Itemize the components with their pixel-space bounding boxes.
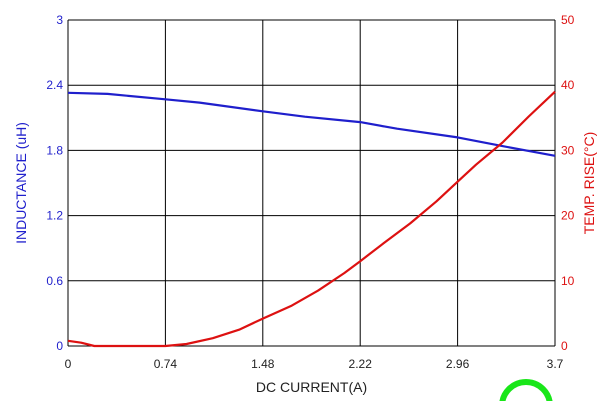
y-left-tick-label: 3 bbox=[56, 13, 63, 27]
y-right-axis-title: TEMP. RISE(°C) bbox=[581, 132, 597, 235]
y-right-tick-label: 50 bbox=[561, 13, 575, 27]
x-tick-label: 3.7 bbox=[547, 357, 564, 371]
y-left-tick-label: 1.2 bbox=[46, 209, 63, 223]
x-tick-label: 1.48 bbox=[251, 357, 275, 371]
x-tick-label: 2.22 bbox=[349, 357, 373, 371]
y-right-tick-label: 10 bbox=[561, 274, 575, 288]
y-right-tick-label: 20 bbox=[561, 209, 575, 223]
x-tick-label: 0.74 bbox=[154, 357, 178, 371]
y-right-tick-label: 0 bbox=[561, 339, 568, 353]
x-tick-label: 2.96 bbox=[446, 357, 470, 371]
y-left-axis-title: INDUCTANCE (uH) bbox=[13, 122, 29, 244]
y-left-tick-label: 2.4 bbox=[46, 78, 63, 92]
green-arc-mark bbox=[499, 379, 553, 401]
inductance-line bbox=[67, 91, 556, 157]
temperature-line bbox=[67, 90, 556, 348]
x-tick-label: 0 bbox=[65, 357, 72, 371]
y-right-tick-label: 40 bbox=[561, 78, 575, 92]
x-axis-title: DC CURRENT(A) bbox=[256, 379, 367, 395]
y-left-tick-label: 0.6 bbox=[46, 274, 63, 288]
y-left-tick-label: 1.8 bbox=[46, 143, 63, 157]
y-left-tick-label: 0 bbox=[56, 339, 63, 353]
y-right-tick-label: 30 bbox=[561, 143, 575, 157]
